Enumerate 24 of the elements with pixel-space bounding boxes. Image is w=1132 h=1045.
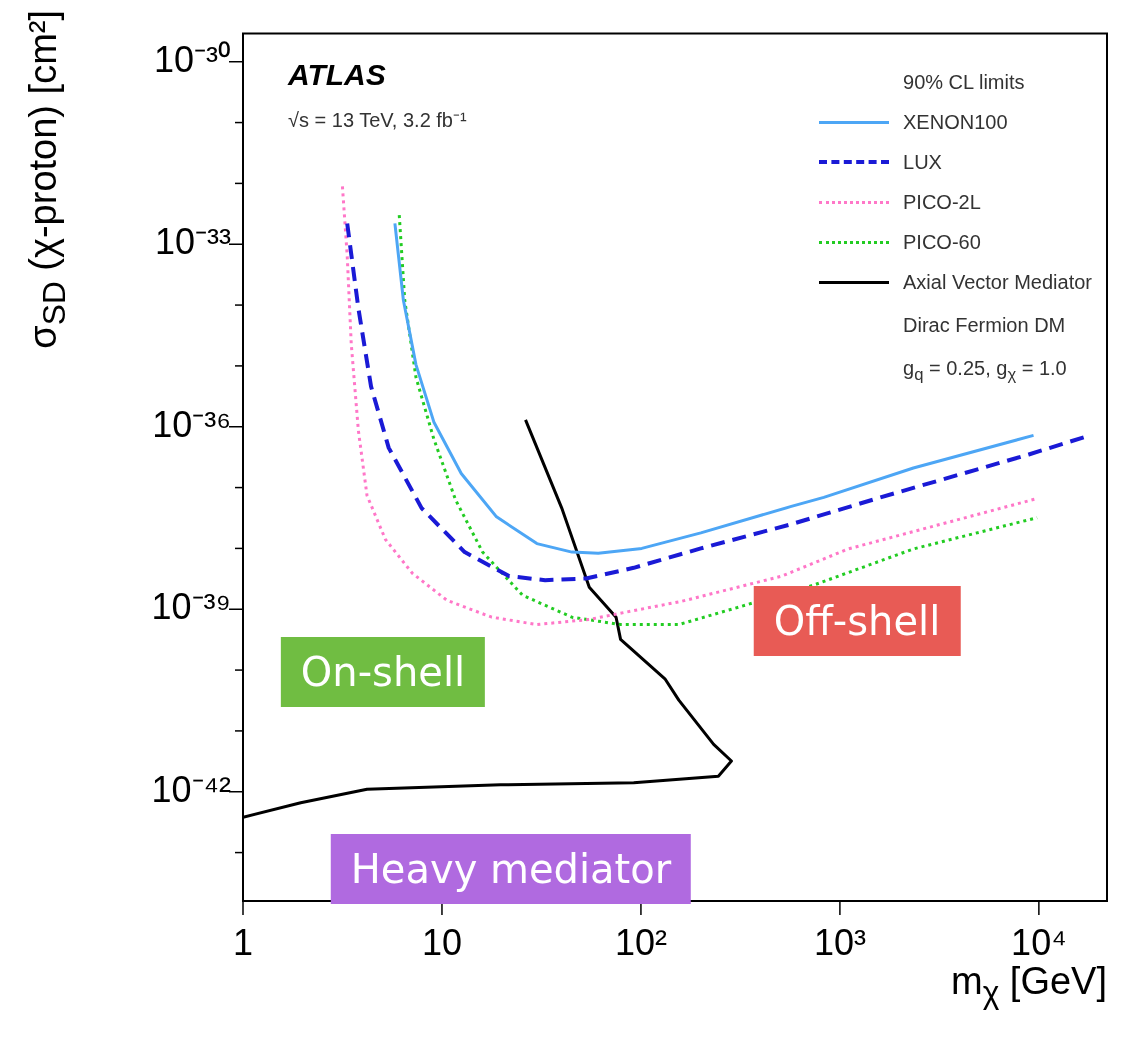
x-tick-label: 1 [232,921,254,963]
annotation: Heavy mediator [350,846,672,892]
legend-title: 90% CL limits [902,69,1026,95]
y-tick-label: 10⁻³⁰ [153,38,231,80]
annotation: Dirac Fermion DM [903,313,1066,337]
x-axis-title: m$_{χ}$ [GeV] [951,960,1107,1011]
legend-label: PICO-60 [903,230,981,254]
y-tick-label: 10⁻³³ [154,221,231,263]
legend-label: Axial Vector Mediator [903,270,1092,294]
annotation: Off-shell [773,598,941,644]
x-tick-label: 10 [421,921,462,963]
annotation: g$_{q}$ = 0.25, g$_{χ}$ = 1.0 [903,357,1067,385]
legend-label: XENON100 [903,110,1008,134]
annotation: On-shell [300,649,466,695]
annotation: √s = 13 TeV, 3.2 fb⁻¹ [288,109,467,131]
legend-label: LUX [903,150,942,174]
legend-label: PICO-2L [903,190,981,214]
x-tick-label: 10² [614,921,667,963]
y-tick-label: 10⁻⁴² [151,768,232,810]
annotation: ATLAS [288,58,386,91]
x-tick-label: 10⁴ [1011,921,1067,963]
x-tick-label: 10³ [813,921,866,963]
y-tick-label: 10⁻³⁹ [151,586,231,628]
y-tick-label: 10⁻³⁶ [152,403,231,445]
